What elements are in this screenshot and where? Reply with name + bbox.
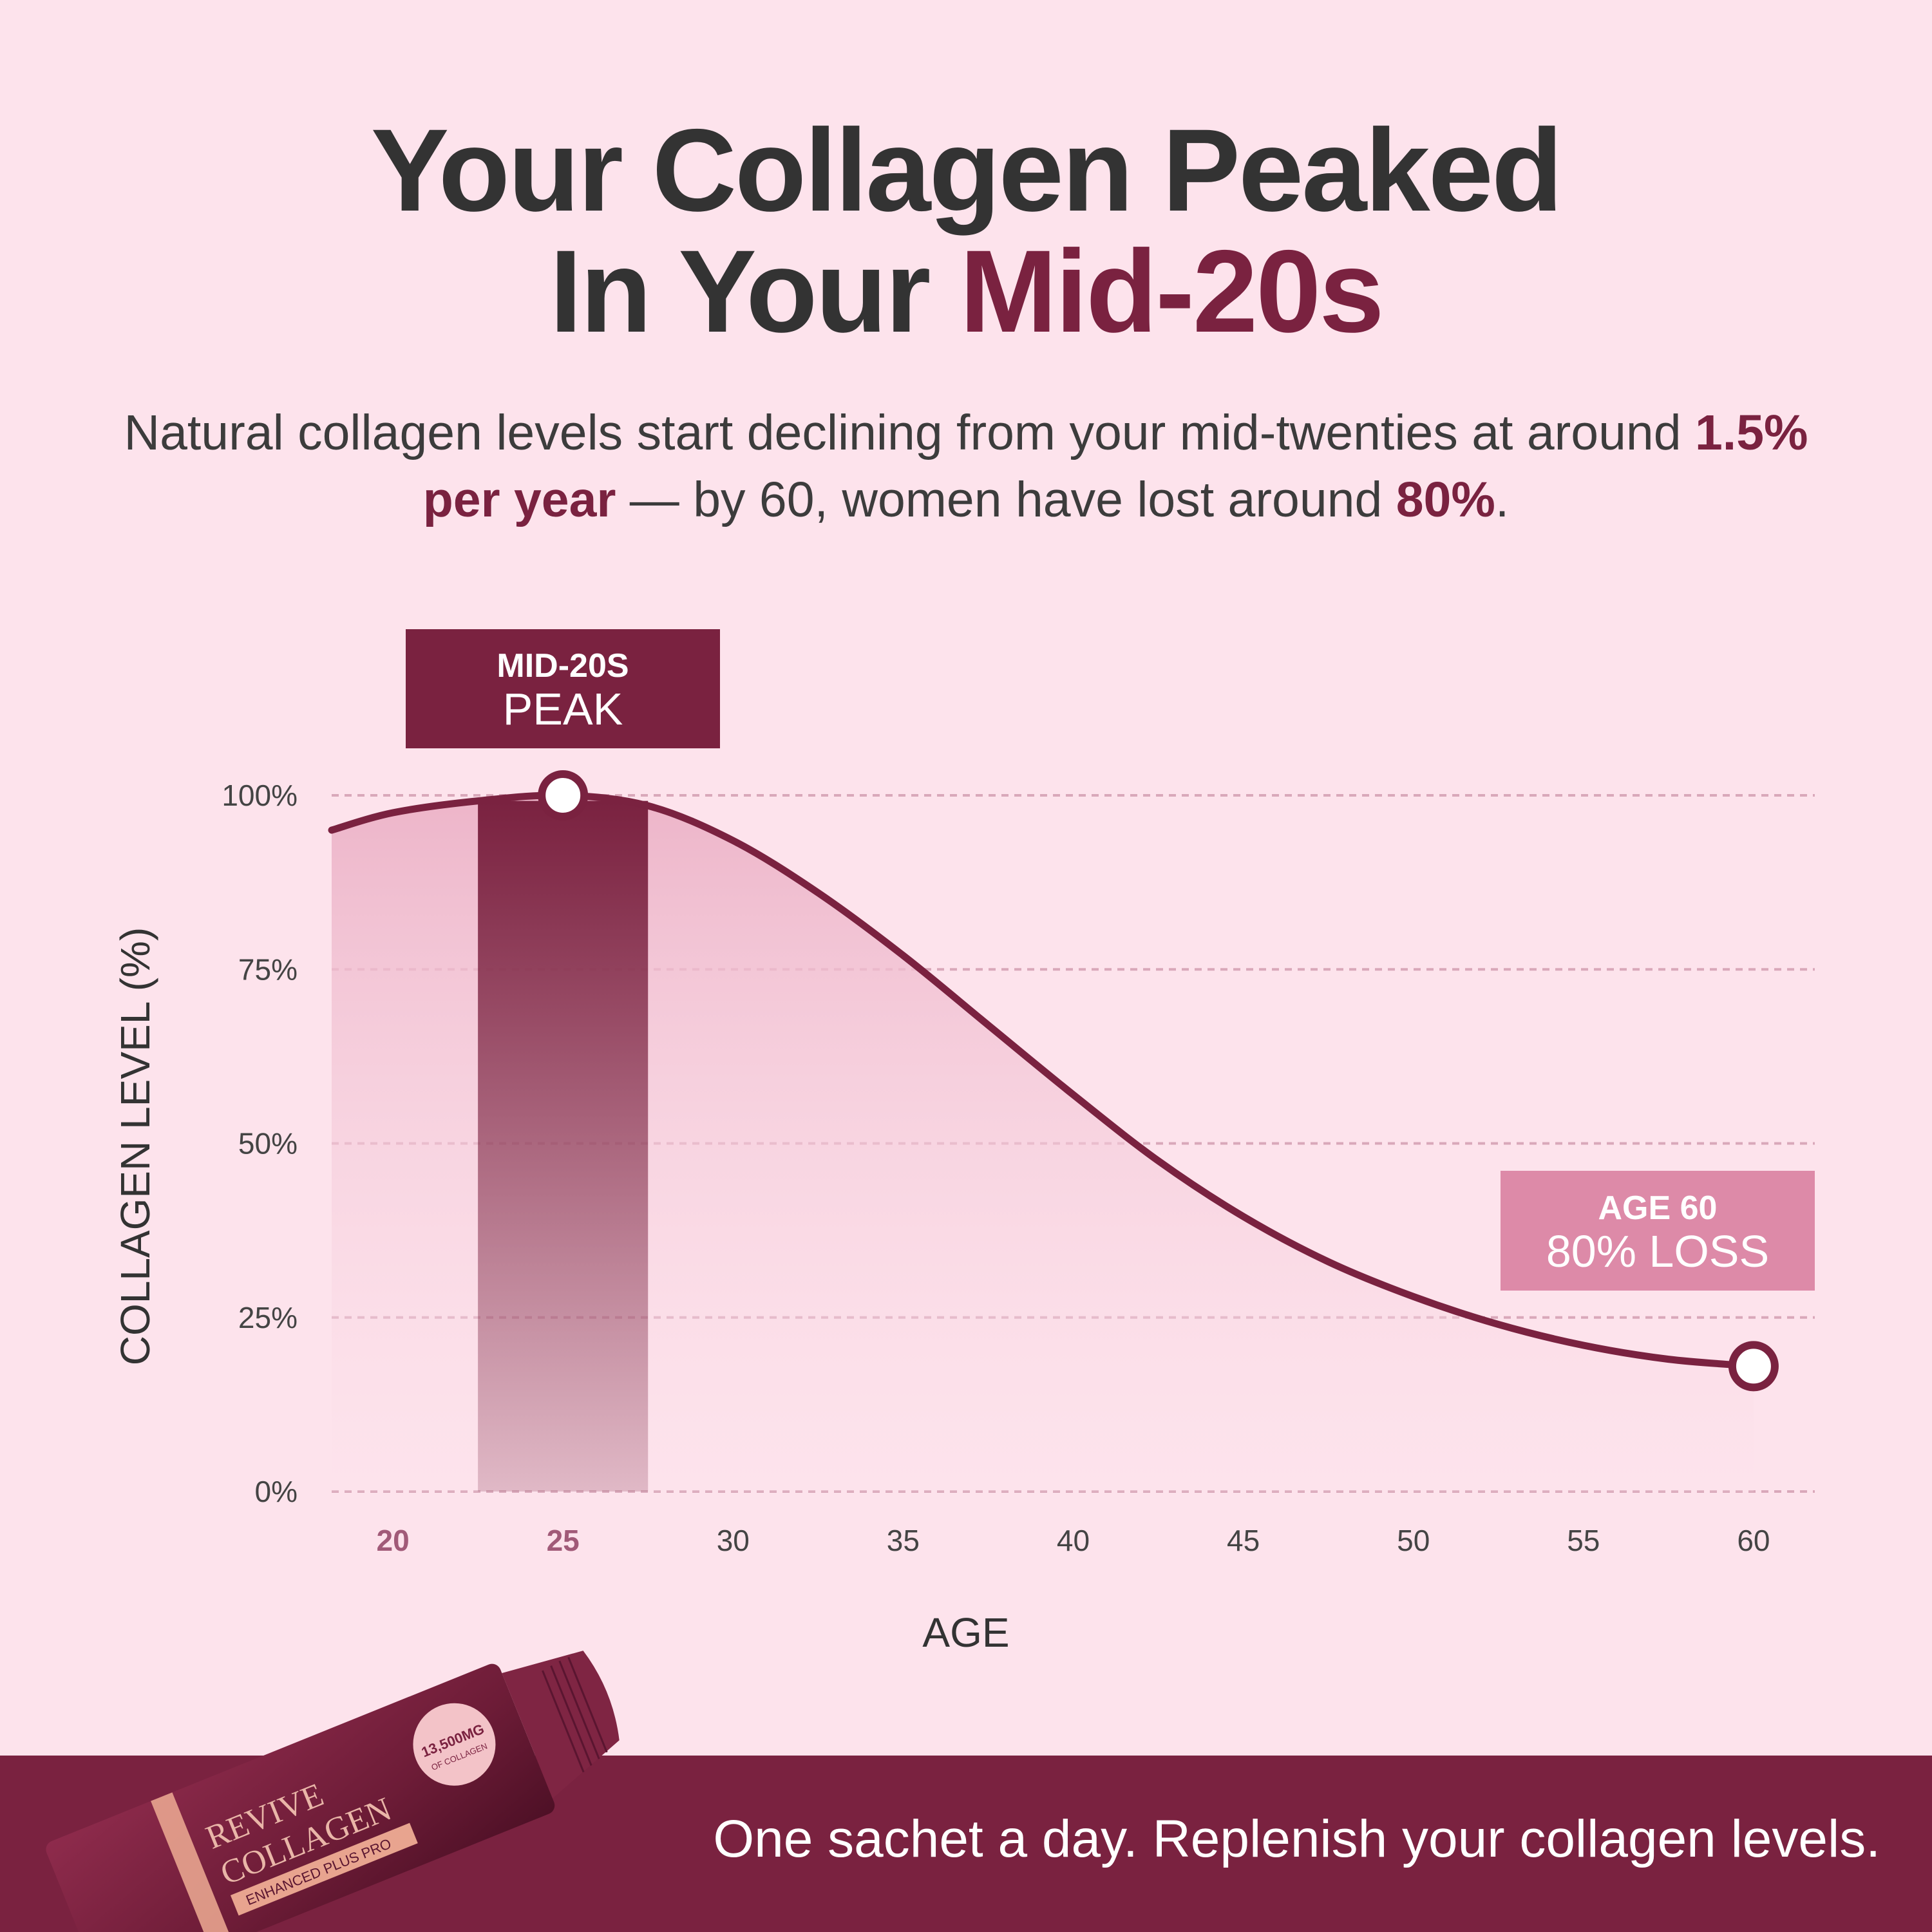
loss-callout-kicker: AGE 60: [1598, 1189, 1718, 1227]
y-tick-label: 25%: [238, 1301, 298, 1334]
product-sachet-image: 13,500MG OF COLLAGEN REVIVE COLLAGEN ENH…: [46, 1651, 620, 1932]
sachet-sub-band: [230, 1823, 418, 1916]
page-title: Your Collagen Peaked In Your Mid-20s: [0, 109, 1932, 352]
peak-band: [478, 800, 649, 1492]
loss-callout: AGE 60 80% LOSS: [1501, 1171, 1815, 1291]
title-accent: Mid-20s: [960, 225, 1385, 357]
x-tick-label: 30: [717, 1524, 750, 1557]
x-axis-label: AGE: [922, 1609, 1009, 1656]
data-point-marker: [538, 770, 589, 820]
markers: [538, 770, 1779, 1392]
x-tick-label: 25: [547, 1524, 580, 1557]
title-line-1: Your Collagen Peaked: [370, 104, 1563, 236]
peak-callout: MID-20S PEAK: [406, 629, 720, 748]
peak-callout-label: PEAK: [502, 684, 623, 734]
y-tick-label: 75%: [238, 952, 298, 986]
data-point-marker: [1728, 1341, 1779, 1392]
y-axis-label: COLLAGEN LEVEL (%): [112, 927, 158, 1366]
subtitle: Natural collagen levels start declining …: [97, 399, 1835, 533]
title-line-2-prefix: In Your: [549, 225, 960, 357]
sachet-stripe: [151, 1792, 233, 1932]
y-tick-label: 50%: [238, 1127, 298, 1160]
subtitle-rate: 1.5% per year: [422, 405, 1808, 527]
subtitle-loss: 80%: [1396, 472, 1495, 527]
subtitle-part-2: — by 60, women have lost around: [616, 472, 1396, 527]
x-tick-label: 40: [1057, 1524, 1090, 1557]
x-tick-label: 55: [1567, 1524, 1600, 1557]
y-tick-label: 0%: [255, 1475, 298, 1508]
collagen-area: [332, 795, 1754, 1492]
x-tick-label: 50: [1397, 1524, 1430, 1557]
footer-tagline: One sachet a day. Replenish your collage…: [713, 1810, 1880, 1868]
y-tick-label: 100%: [222, 779, 298, 812]
collagen-chart: 0% 25% 50% 75% 100% 20 25 30 35 40 45 50 55 60 AGE C…: [112, 770, 1815, 1656]
x-axis-ticks: 20 25 30 35 40 45 50 55 60: [376, 1524, 1770, 1557]
y-axis-ticks: 0% 25% 50% 75% 100%: [222, 779, 298, 1508]
x-tick-label: 45: [1227, 1524, 1260, 1557]
x-tick-label: 60: [1737, 1524, 1770, 1557]
subtitle-part-3: .: [1495, 472, 1510, 527]
title-line-2: In Your Mid-20s: [0, 231, 1932, 352]
peak-callout-kicker: MID-20S: [497, 647, 629, 685]
sachet-dose-badge: [413, 1703, 496, 1786]
loss-callout-label: 80% LOSS: [1546, 1226, 1770, 1276]
x-tick-label: 35: [887, 1524, 920, 1557]
subtitle-part-1: Natural collagen levels start declining …: [124, 405, 1695, 460]
x-tick-label: 20: [376, 1524, 409, 1557]
